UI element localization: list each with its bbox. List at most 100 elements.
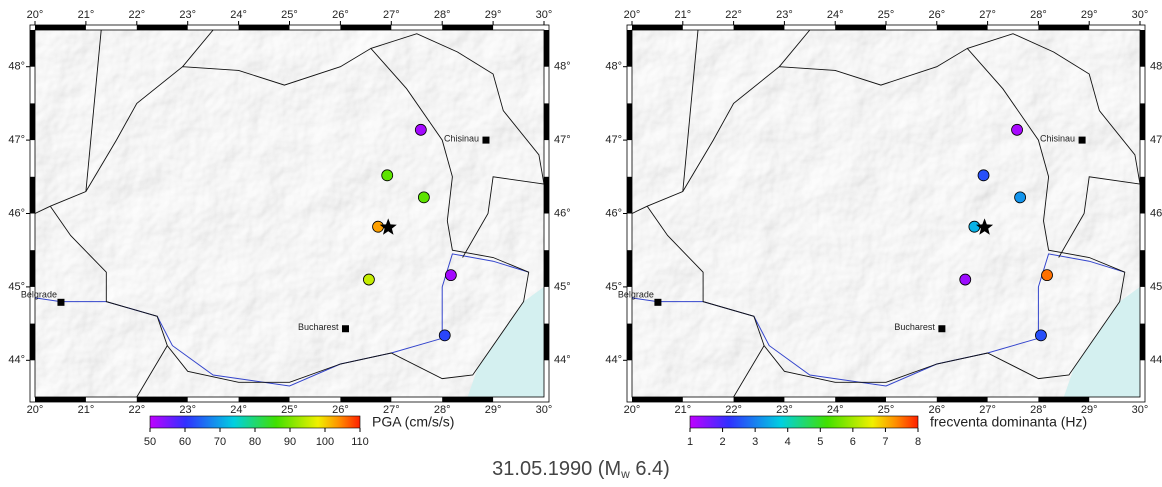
colorbar-label: PGA (cm/s/s) [372, 414, 454, 430]
frame-band [137, 397, 188, 402]
figure: 31.05.1990 (Mw 6.4) 20°20°21°21°22°22°23… [0, 0, 1162, 487]
frame-band [937, 397, 988, 402]
relief [35, 30, 544, 397]
lon-tick-label: 22° [128, 404, 145, 416]
frame-band [544, 30, 549, 67]
lat-tick-label: 46° [8, 207, 25, 219]
colorbar-tick-label: 70 [214, 436, 226, 448]
lon-tick-label: 21° [674, 404, 691, 416]
frame-band [137, 25, 188, 30]
frame-band [1140, 250, 1145, 287]
lon-tick-label: 23° [776, 9, 793, 21]
lon-tick-label: 22° [725, 9, 742, 21]
frame-band [734, 25, 785, 30]
lon-tick-label: 26° [332, 9, 349, 21]
frame-band [340, 397, 391, 402]
city-marker [938, 325, 945, 332]
city-marker [1079, 137, 1086, 144]
lon-tick-label: 23° [179, 9, 196, 21]
lon-tick-label: 25° [281, 9, 298, 21]
lat-tick-label: 48° [8, 61, 25, 73]
lon-tick-label: 29° [485, 404, 502, 416]
frame-band [734, 397, 785, 402]
colorbar-tick-label: 5 [817, 436, 823, 448]
map-area [35, 30, 544, 397]
frame-band [632, 25, 683, 30]
lon-tick-label: 24° [827, 9, 844, 21]
frame-band [1038, 25, 1089, 30]
station [1035, 330, 1046, 341]
lon-tick-label: 22° [725, 404, 742, 416]
colorbar-tick-label: 60 [179, 436, 191, 448]
lon-tick-label: 30° [536, 9, 553, 21]
city-label: Chisinau [444, 133, 479, 143]
colorbar-tick-label: 6 [850, 436, 856, 448]
lat-tick-label: 47° [8, 134, 25, 146]
frame-band [239, 25, 290, 30]
colorbar-tick-label: 2 [720, 436, 726, 448]
station [978, 170, 989, 181]
lat-tick-label: 48° [1150, 61, 1162, 73]
colorbar-tick-label: 7 [882, 436, 888, 448]
frame-band [442, 25, 493, 30]
frame-band [627, 103, 632, 140]
lon-tick-label: 24° [230, 9, 247, 21]
lon-tick-label: 27° [383, 9, 400, 21]
frame-band [30, 177, 35, 214]
lat-tick-label: 48° [605, 61, 622, 73]
map-area [632, 30, 1140, 397]
frame-band [1140, 177, 1145, 214]
frame-band [544, 250, 549, 287]
lon-tick-label: 23° [179, 404, 196, 416]
lon-tick-label: 25° [878, 9, 895, 21]
frame-band [627, 177, 632, 214]
colorbar-tick-label: 100 [316, 436, 334, 448]
city-label: Belgrade [618, 290, 654, 300]
frame-band [30, 30, 35, 67]
frame-band [632, 397, 683, 402]
lon-tick-label: 25° [878, 404, 895, 416]
frame-band [30, 250, 35, 287]
title-text: 31.05.1990 (M [492, 458, 621, 480]
frame-band [1140, 30, 1145, 67]
station [382, 170, 393, 181]
colorbar-tick-label: 8 [915, 436, 921, 448]
city-marker [654, 299, 661, 306]
station [363, 274, 374, 285]
frame-band [1140, 103, 1145, 140]
lon-tick-label: 28° [1030, 9, 1047, 21]
lon-tick-label: 24° [230, 404, 247, 416]
frame-band [35, 397, 86, 402]
station [960, 274, 971, 285]
lat-tick-label: 44° [554, 354, 571, 366]
lat-tick-label: 44° [1150, 354, 1162, 366]
city-marker [342, 325, 349, 332]
colorbar-label: frecventa dominanta (Hz) [930, 414, 1087, 430]
frame-band [1038, 397, 1089, 402]
city-label: Bucharest [298, 322, 339, 332]
station [418, 192, 429, 203]
lat-tick-label: 47° [605, 134, 622, 146]
station [1012, 124, 1023, 135]
colorbar-tick-label: 80 [249, 436, 261, 448]
frame-band [937, 25, 988, 30]
lat-tick-label: 45° [554, 281, 571, 293]
colorbar-tick-label: 1 [687, 436, 693, 448]
lon-tick-label: 26° [332, 404, 349, 416]
lat-tick-label: 44° [605, 354, 622, 366]
city-label: Bucharest [894, 322, 935, 332]
station [415, 124, 426, 135]
lon-tick-label: 30° [1132, 404, 1149, 416]
lon-tick-label: 21° [78, 404, 95, 416]
map-panel: 20°20°21°21°22°22°23°23°24°24°25°25°26°2… [8, 9, 570, 448]
station [445, 270, 456, 281]
city-label: Chisinau [1040, 133, 1075, 143]
lat-tick-label: 47° [554, 134, 571, 146]
frame-band [627, 250, 632, 287]
frame-band [544, 103, 549, 140]
lat-tick-label: 46° [1150, 207, 1162, 219]
frame-band [1140, 324, 1145, 361]
lat-tick-label: 45° [1150, 281, 1162, 293]
colorbar-tick-label: 4 [785, 436, 791, 448]
frame-band [239, 397, 290, 402]
